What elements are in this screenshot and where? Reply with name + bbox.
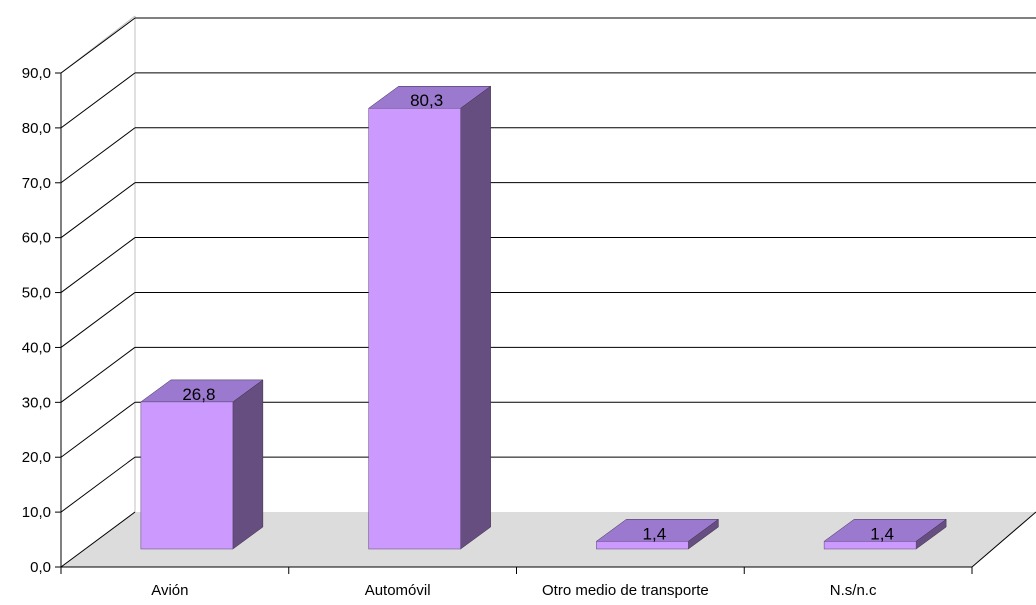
bar-1: [367, 85, 492, 550]
y-tick-label: 10,0: [22, 504, 51, 521]
bar-2: [595, 518, 720, 550]
bar-front-face: [368, 107, 461, 550]
gridline-side-6: [60, 182, 136, 239]
y-tick-label: 70,0: [22, 175, 51, 192]
floor-left-edge: [60, 511, 136, 568]
gridline-side-5: [60, 237, 136, 293]
y-tick-label: 80,0: [22, 120, 51, 137]
gridline-side-4: [60, 292, 136, 348]
x-tick-label: Automóvil: [365, 582, 431, 599]
chart-floor: [61, 512, 1036, 567]
y-tick-label: 60,0: [22, 230, 51, 247]
bar-side-face: [232, 379, 264, 550]
gridline-side-1: [60, 456, 136, 513]
bar-side-face: [460, 85, 491, 550]
y-tick-label: 20,0: [22, 449, 51, 466]
data-label: 26,8: [182, 385, 215, 404]
y-tick-label: 0,0: [30, 559, 51, 576]
gridline-side-9: [60, 17, 136, 74]
y-tick-label: 50,0: [22, 285, 51, 302]
y-tick-label: 30,0: [22, 394, 51, 411]
x-tick-label: Avión: [151, 582, 188, 599]
x-tick-label: Otro medio de transporte: [542, 582, 709, 599]
bar-front-face: [823, 541, 917, 550]
bar-front-face: [140, 401, 234, 550]
data-label: 80,3: [410, 91, 443, 110]
gridline-side-3: [60, 346, 136, 403]
bar-0: [140, 379, 264, 550]
gridline-side-2: [60, 401, 136, 458]
x-tick-label: N.s/n.c: [830, 582, 877, 599]
gridline-side-8: [60, 72, 136, 129]
gridline-side-7: [60, 127, 136, 184]
data-label: 1,4: [643, 524, 667, 543]
data-label: 1,4: [870, 524, 894, 543]
bar-front-face: [596, 541, 689, 550]
bar-3: [823, 518, 947, 550]
floor-right-edge: [971, 511, 1036, 568]
y-tick-label: 40,0: [22, 339, 51, 356]
y-tick-label: 90,0: [22, 65, 51, 82]
